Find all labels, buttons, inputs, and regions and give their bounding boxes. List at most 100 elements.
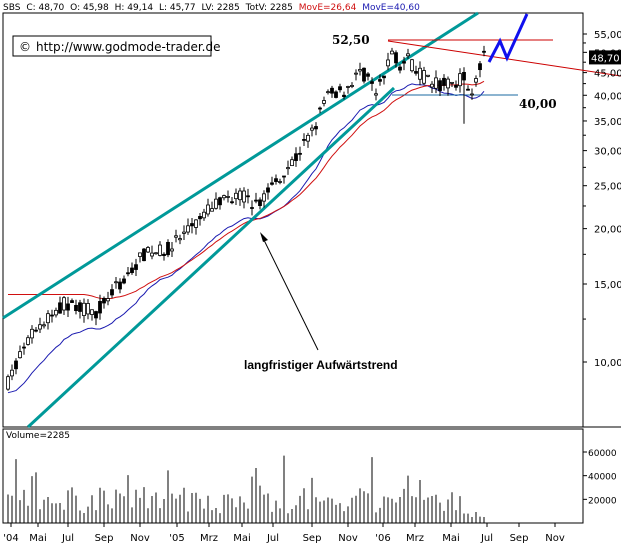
x-tick-label: '04 [3,533,18,544]
candle-body [202,211,206,219]
candle-body [282,175,286,178]
candle-body [86,303,90,315]
candle-body [150,252,154,257]
candle-body [218,197,222,206]
candle-body [294,153,298,161]
copyright-symbol: © [19,40,31,54]
watermark-box [12,35,212,57]
candle-body [70,300,74,303]
candle-body [146,247,150,253]
candle-body [414,71,418,74]
candle-body [38,324,42,330]
price-tick-label: 15,00 [594,280,621,291]
header-high: H: 49,14 [115,3,154,13]
candle-body [54,309,58,316]
candle-body [198,216,202,220]
x-tick-label: Sep [95,533,114,544]
candle-body [106,298,110,302]
candle-body [370,81,374,84]
candle-body [94,311,98,319]
volume-tick-label: 60000 [588,449,617,459]
chart-header: SBS C: 48,70 O: 45,98 H: 49,14 L: 45,77 … [3,3,420,13]
candle-body [350,85,354,87]
candle-body [466,88,470,91]
candle-body [182,231,186,234]
candle-body [210,208,214,212]
candle-body [326,91,330,94]
candle-body [230,201,234,204]
candle-body [262,193,266,202]
header-totv: TotV: 2285 [245,3,293,13]
candle-body [214,198,218,209]
candle-body [246,195,250,198]
candle-body [90,309,94,315]
candle-body [26,337,30,345]
candle-body [458,73,462,87]
price-tick-label: 10,00 [594,358,621,369]
candle-body [42,324,46,327]
x-tick-label: '05 [169,533,184,544]
candle-body [430,83,434,88]
candle-body [6,376,10,390]
candle-body [410,59,414,72]
price-tick-label: 30,00 [594,147,621,158]
candle-body [166,241,170,256]
candle-body [290,159,294,167]
candle-body [82,302,86,316]
candle-body [314,126,318,130]
candle-body [346,86,350,88]
candle-body [454,84,458,88]
trend-channel-lower [26,86,396,429]
candle-body [114,281,118,284]
candle-body [98,301,102,314]
trend-channel-upper [2,11,479,320]
candle-body [366,73,370,77]
candle-body [234,192,238,200]
annotation-40-00: 40,00 [519,97,557,111]
candle-body [306,134,310,142]
candle-body [434,77,438,89]
candle-body [286,167,290,170]
candle-body [34,329,38,332]
candle-body [334,91,338,98]
candle-body [66,303,70,311]
x-tick-label: Jul [266,533,279,544]
candle-body [394,52,398,64]
candle-body [254,199,258,202]
x-tick-label: Mrz [406,533,424,544]
candle-body [238,190,242,201]
candle-body [258,199,262,206]
candle-body [222,195,226,199]
candle-body [402,61,406,64]
candle-body [442,77,446,86]
price-tick-label: 55,00 [594,30,621,41]
candle-body [18,351,22,359]
header-ma-short: MovE=40,60 [362,3,420,13]
candle-body [310,127,314,131]
candle-body [78,302,82,312]
watermark-text: © http://www.godmode-trader.de [19,40,221,54]
header-close: C: 48,70 [26,3,64,13]
annotation-52-50: 52,50 [332,33,370,47]
candle-body [102,297,106,304]
x-tick-label: Mai [233,533,251,544]
x-tick-label: Nov [545,533,565,544]
candle-body [190,223,194,227]
candle-body [386,59,390,67]
candle-body [330,87,334,94]
candle-body [482,50,486,53]
candle-body [274,178,278,182]
candle-body [134,264,138,270]
candle-body [242,190,246,203]
x-tick-label: Mrz [200,533,218,544]
x-tick-label: Jul [480,533,493,544]
candle-body [206,204,210,215]
x-tick-label: Mai [442,533,460,544]
candle-body [138,252,142,257]
x-tick-label: Sep [303,533,322,544]
watermark-url: http://www.godmode-trader.de [36,40,221,54]
candle-body [50,314,54,317]
candle-body [422,70,426,84]
header-low: L: 45,77 [159,3,196,13]
